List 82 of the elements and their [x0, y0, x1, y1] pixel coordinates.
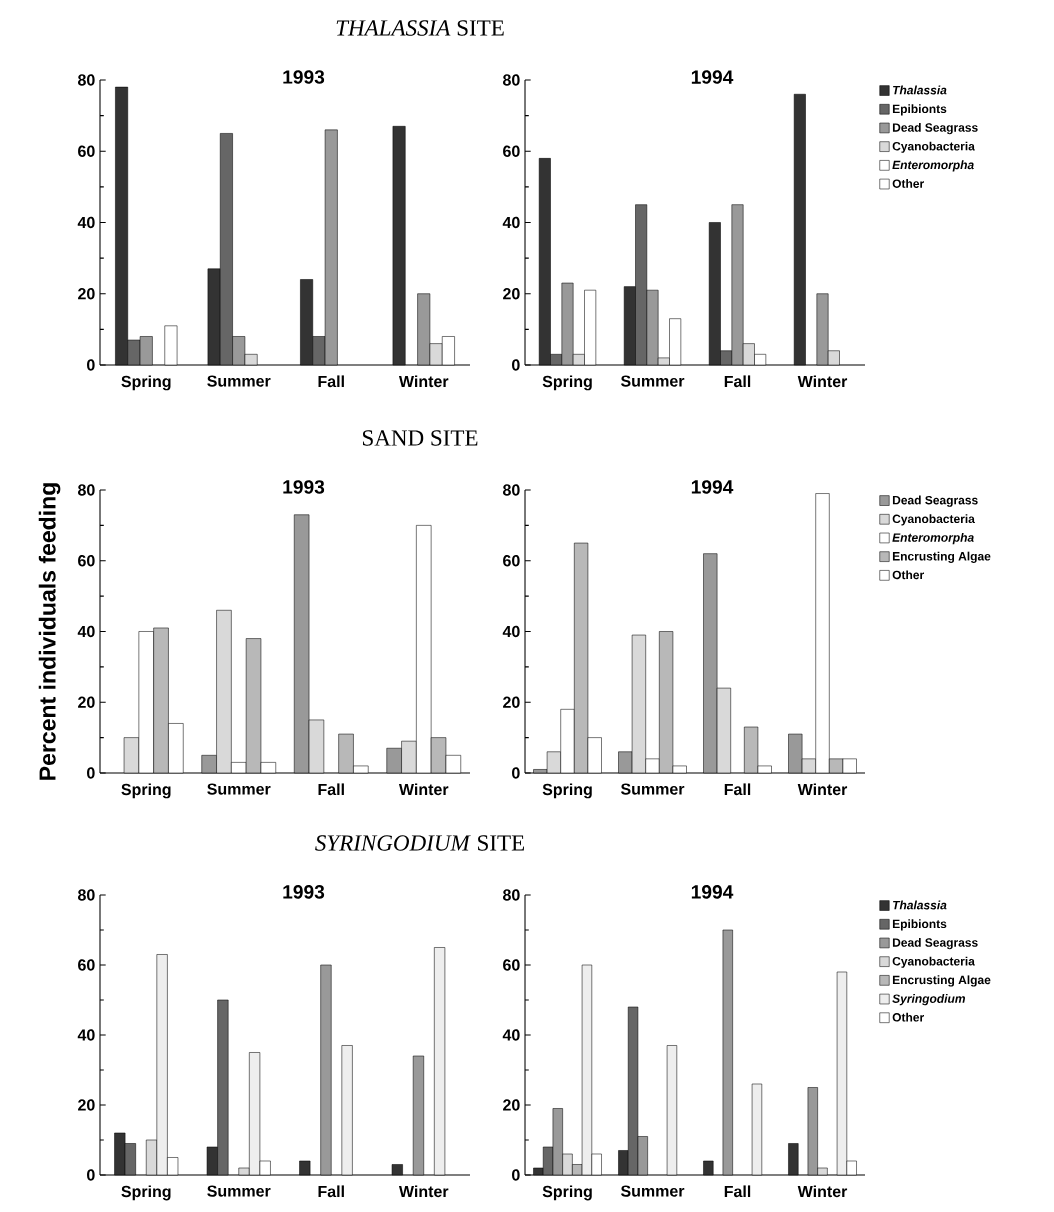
x-tick-label: Spring — [542, 375, 592, 391]
y-tick-label: 80 — [78, 484, 95, 496]
x-tick-label: Summer — [620, 1185, 685, 1197]
legend-label: Other — [892, 570, 924, 580]
y-tick-label: 20 — [503, 288, 520, 300]
y-tick-label: 40 — [77, 216, 95, 229]
x-tick-label: Summer — [207, 1185, 271, 1197]
x-tick-label: Fall — [318, 1185, 344, 1198]
x-tick-label: Winter — [398, 375, 449, 388]
y-tick-label: 80 — [77, 74, 95, 86]
y-tick-label: 0 — [512, 767, 520, 779]
x-tick-label: Spring — [542, 783, 592, 799]
x-tick-label: Spring — [542, 1185, 592, 1201]
chart-subtitle: 1993 — [283, 480, 325, 494]
x-tick-label: Spring — [121, 1185, 171, 1201]
legend-label: Encrusting Algae — [892, 551, 991, 563]
x-tick-label: Summer — [207, 375, 271, 387]
chart-subtitle: 1993 — [283, 70, 325, 84]
y-tick-label: 80 — [77, 889, 95, 901]
chart-subtitle: 1994 — [691, 480, 734, 494]
legend-label: Epibionts — [892, 919, 947, 931]
y-tick-label: 60 — [78, 555, 95, 567]
legend-label: Cyanobacteria — [892, 956, 975, 968]
legend-label: Syringodium — [892, 994, 966, 1006]
y-tick-label: 0 — [512, 359, 520, 371]
x-tick-label: Winter — [797, 783, 848, 796]
legend-label: Thalassia — [893, 900, 947, 910]
y-tick-label: 20 — [78, 1099, 95, 1111]
y-axis-title: Percent individuals feeding — [38, 483, 61, 780]
y-tick-label: 0 — [87, 767, 95, 779]
legend-label: Cyanobacteria — [892, 514, 975, 526]
x-tick-label: Winter — [398, 783, 449, 796]
legend-label: Epibionts — [892, 104, 947, 116]
y-tick-label: 0 — [512, 1169, 520, 1181]
x-tick-label: Summer — [620, 783, 685, 795]
legend-label: Dead Seagrass — [892, 122, 978, 135]
legend-label: Other — [892, 179, 924, 188]
y-tick-label: 60 — [503, 959, 520, 971]
x-tick-label: Fall — [724, 1185, 751, 1198]
y-tick-label: 40 — [502, 216, 520, 229]
y-tick-label: 80 — [503, 484, 520, 496]
legend-label: Encrusting Algae — [892, 975, 991, 987]
chart-subtitle: 1994 — [691, 885, 734, 899]
legend-label: Dead Seagrass — [892, 495, 978, 507]
x-tick-label: Summer — [620, 375, 685, 387]
x-tick-label: Fall — [318, 783, 344, 796]
x-tick-label: Fall — [724, 375, 751, 388]
chart-title: THALASSIA SITE — [336, 20, 504, 36]
x-tick-label: Spring — [121, 783, 171, 799]
chart-title: SYRINGODIUM SITE — [315, 835, 525, 851]
y-tick-label: 20 — [503, 1099, 520, 1111]
legend-label: Cyanobacteria — [892, 141, 975, 153]
x-tick-label: Fall — [724, 783, 751, 796]
legend-label: Enteromorpha — [892, 532, 974, 545]
y-tick-label: 40 — [502, 1029, 520, 1041]
y-tick-label: 20 — [78, 288, 95, 300]
y-tick-label: 60 — [78, 959, 95, 971]
y-tick-label: 20 — [503, 696, 520, 708]
legend-label: Enteromorpha — [892, 160, 974, 172]
legend-label: Other — [892, 1012, 924, 1022]
legend-label: Thalassia — [893, 85, 947, 95]
y-tick-label: 40 — [77, 1029, 95, 1041]
y-tick-label: 60 — [503, 145, 520, 157]
y-tick-label: 40 — [502, 625, 520, 638]
chart-title: SAND SITE — [363, 430, 478, 446]
x-tick-label: Summer — [207, 783, 271, 795]
y-tick-label: 0 — [87, 1169, 95, 1181]
y-tick-label: 20 — [78, 696, 95, 708]
y-tick-label: 60 — [503, 555, 520, 567]
x-tick-label: Winter — [797, 1185, 848, 1198]
y-tick-label: 80 — [503, 889, 520, 901]
x-tick-label: Winter — [797, 375, 848, 388]
x-tick-label: Spring — [121, 375, 171, 391]
x-tick-label: Winter — [398, 1185, 449, 1198]
y-tick-label: 0 — [87, 359, 95, 371]
chart-subtitle: 1993 — [283, 885, 325, 899]
x-tick-label: Fall — [318, 375, 344, 388]
chart-subtitle: 1994 — [691, 70, 734, 84]
legend-label: Dead Seagrass — [892, 937, 978, 950]
y-tick-label: 40 — [77, 625, 95, 638]
y-tick-label: 80 — [503, 74, 520, 86]
y-tick-label: 60 — [78, 145, 95, 157]
